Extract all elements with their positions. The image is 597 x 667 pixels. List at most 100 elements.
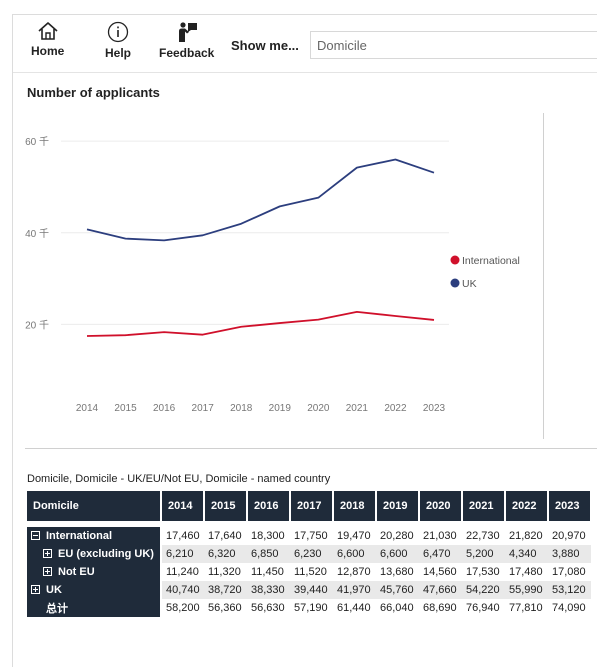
table-header-row: Domicile 2014 2015 2016 2017 2018 2019 2020 2021… xyxy=(27,491,592,521)
data-point-international[interactable] xyxy=(354,309,359,314)
x-tick-label: 2017 xyxy=(192,403,215,414)
data-point-uk[interactable] xyxy=(200,233,205,238)
table-cell: 11,240 xyxy=(166,566,199,578)
table-cell: 58,200 xyxy=(166,602,200,614)
help-label: Help xyxy=(105,46,132,60)
data-point-uk[interactable] xyxy=(354,165,359,170)
table-cell: 19,470 xyxy=(337,530,371,542)
data-point-international[interactable] xyxy=(123,333,128,338)
expand-icon[interactable] xyxy=(43,567,52,576)
chart-title: Number of applicants xyxy=(27,85,160,100)
column-header-year[interactable]: 2023 xyxy=(548,491,592,521)
data-point-uk[interactable] xyxy=(123,236,128,241)
table-cell: 6,850 xyxy=(247,545,290,563)
data-point-international[interactable] xyxy=(316,317,321,322)
column-header-domicile[interactable]: Domicile xyxy=(27,491,162,521)
row-header: UK xyxy=(27,581,162,599)
table-cell: 76,940 xyxy=(466,602,500,614)
table-cell: 6,230 xyxy=(290,545,333,563)
toolbar: Home Help Feedback Show me... Domicile xyxy=(13,15,597,73)
data-point-international[interactable] xyxy=(393,314,398,319)
column-header-year[interactable]: 2019 xyxy=(376,491,420,521)
y-tick-label: 20 千 xyxy=(25,319,49,331)
column-header-year[interactable]: 2015 xyxy=(204,491,248,521)
column-header-year[interactable]: 2022 xyxy=(505,491,549,521)
data-point-uk[interactable] xyxy=(239,221,244,226)
table-cell: 11,320 xyxy=(208,566,241,578)
feedback-button[interactable]: Feedback xyxy=(159,21,214,60)
y-tick-label: 40 千 xyxy=(25,228,49,240)
table-cell: 4,340 xyxy=(505,545,548,563)
table-cell: 22,730 xyxy=(466,530,500,542)
table-cell: 56,630 xyxy=(251,602,285,614)
table-cell: 77,810 xyxy=(509,602,543,614)
table-cell: 17,750 xyxy=(294,530,328,542)
table-cell: 6,210 xyxy=(161,545,204,563)
section-divider xyxy=(25,448,597,449)
table-cell: 21,030 xyxy=(423,530,457,542)
table-row: UK 40,740 38,720 38,330 39,440 41,970 45,760 47… xyxy=(27,581,591,599)
column-header-year[interactable]: 2020 xyxy=(419,491,463,521)
table-cell: 38,720 xyxy=(204,581,247,599)
data-point-uk[interactable] xyxy=(316,195,321,200)
table-spacer xyxy=(27,521,591,527)
data-point-uk[interactable] xyxy=(85,227,90,232)
table-cell: 39,440 xyxy=(290,581,333,599)
table-cell: 6,600 xyxy=(333,545,376,563)
table-cell: 12,870 xyxy=(337,566,371,578)
data-point-international[interactable] xyxy=(239,324,244,329)
data-point-international[interactable] xyxy=(432,317,437,322)
domicile-matrix-table: Domicile 2014 2015 2016 2017 2018 2019 2020 2021… xyxy=(27,491,592,617)
column-header-year[interactable]: 2018 xyxy=(333,491,377,521)
column-header-year[interactable]: 2021 xyxy=(462,491,506,521)
table-row: Not EU 11,240 11,320 11,450 11,520 12,870 13,6… xyxy=(27,563,591,581)
table-cell: 5,200 xyxy=(462,545,505,563)
table-title: Domicile, Domicile - UK/EU/Not EU, Domic… xyxy=(27,473,331,485)
data-point-international[interactable] xyxy=(162,330,167,335)
legend-label: UK xyxy=(462,278,477,290)
help-button[interactable]: Help xyxy=(105,21,131,60)
table-cell: 45,760 xyxy=(376,581,419,599)
legend-item-uk[interactable]: UK xyxy=(450,278,477,290)
x-tick-label: 2018 xyxy=(230,403,253,414)
collapse-icon[interactable] xyxy=(31,531,40,540)
expand-icon[interactable] xyxy=(31,585,40,594)
show-me-label: Show me... xyxy=(231,38,299,53)
data-point-uk[interactable] xyxy=(432,170,437,175)
column-header-year[interactable]: 2017 xyxy=(290,491,334,521)
row-label: 总计 xyxy=(46,603,68,615)
table-cell: 54,220 xyxy=(462,581,505,599)
table-cell: 6,320 xyxy=(204,545,247,563)
series-line-international[interactable] xyxy=(86,310,435,337)
x-tick-label: 2015 xyxy=(114,403,137,414)
data-point-international[interactable] xyxy=(85,333,90,338)
table-cell: 20,970 xyxy=(552,530,586,542)
table-cell: 18,300 xyxy=(251,530,285,542)
table-cell: 74,090 xyxy=(552,602,586,614)
column-header-year[interactable]: 2014 xyxy=(161,491,205,521)
x-tick-label: 2020 xyxy=(307,403,330,414)
data-point-uk[interactable] xyxy=(393,157,398,162)
row-label: EU (excluding UK) xyxy=(58,548,154,560)
expand-icon[interactable] xyxy=(43,549,52,558)
table-cell: 17,080 xyxy=(552,566,586,578)
table-cell: 57,190 xyxy=(294,602,328,614)
data-point-uk[interactable] xyxy=(277,204,282,209)
column-header-year[interactable]: 2016 xyxy=(247,491,291,521)
info-icon xyxy=(107,21,129,43)
data-point-uk[interactable] xyxy=(162,238,167,243)
table-cell: 66,040 xyxy=(380,602,414,614)
home-button[interactable]: Home xyxy=(31,21,64,58)
table-cell: 21,820 xyxy=(509,530,543,542)
data-point-international[interactable] xyxy=(277,321,282,326)
domicile-dropdown[interactable]: Domicile xyxy=(310,31,597,59)
table-cell: 11,520 xyxy=(294,566,327,578)
row-header: EU (excluding UK) xyxy=(27,545,162,563)
data-point-international[interactable] xyxy=(200,332,205,337)
table-cell: 38,330 xyxy=(247,581,290,599)
table-cell: 6,600 xyxy=(376,545,419,563)
table-cell: 55,990 xyxy=(505,581,548,599)
series-line-uk[interactable] xyxy=(86,158,435,242)
legend-marker xyxy=(450,255,460,265)
legend-item-international[interactable]: International xyxy=(450,255,520,267)
